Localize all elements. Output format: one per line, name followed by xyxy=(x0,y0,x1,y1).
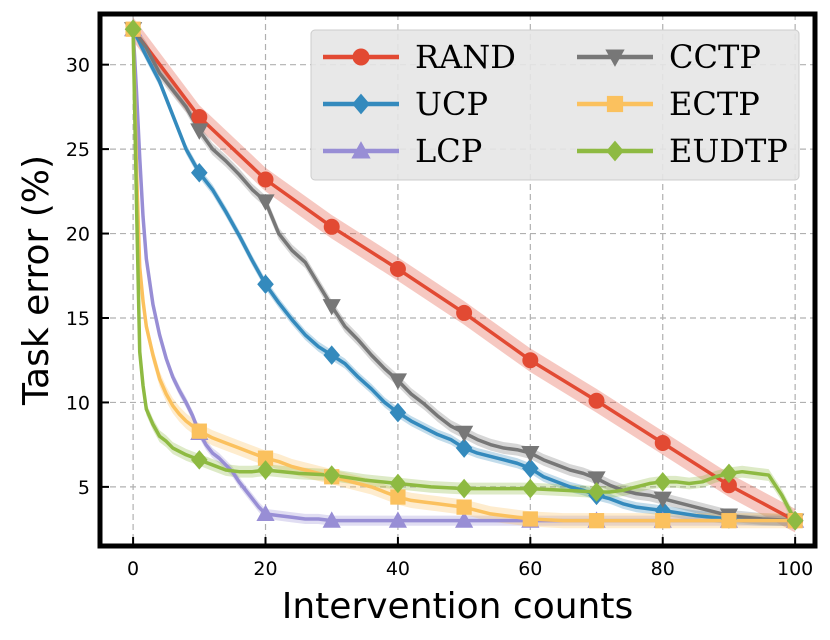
line-cctp xyxy=(131,27,797,523)
legend-label-ectp: ECTP xyxy=(669,85,760,123)
marker-eudtp xyxy=(786,510,804,531)
legend-marker-ectp xyxy=(606,95,624,113)
marker-lcp xyxy=(455,511,474,528)
marker-ectp xyxy=(655,513,671,529)
marker-cctp xyxy=(653,491,672,508)
marker-eudtp xyxy=(323,465,341,485)
marker-ectp xyxy=(191,423,207,439)
marker-eudtp xyxy=(190,450,208,470)
marker-rand xyxy=(456,304,473,321)
marker-eudtp xyxy=(124,19,142,39)
series-markers xyxy=(124,19,805,531)
x-tick-label: 80 xyxy=(651,558,675,580)
marker-ectp xyxy=(456,499,472,515)
marker-rand xyxy=(389,261,406,278)
legend-marker-rand xyxy=(352,48,370,66)
marker-eudtp xyxy=(588,482,605,502)
marker-ectp xyxy=(588,513,605,529)
marker-ucp xyxy=(522,458,539,479)
marker-ucp xyxy=(323,345,341,365)
marker-cctp xyxy=(322,299,341,316)
marker-eudtp xyxy=(389,473,407,494)
marker-rand xyxy=(191,109,208,126)
x-tick-label: 0 xyxy=(127,558,139,580)
marker-ucp xyxy=(190,162,208,183)
marker-rand xyxy=(323,218,340,235)
marker-lcp xyxy=(256,504,275,522)
plot-frame xyxy=(97,11,818,549)
legend-label-cctp: CCTP xyxy=(669,38,761,76)
marker-ectp xyxy=(721,513,737,529)
marker-ucp xyxy=(257,274,274,294)
y-axis-title: Task error (%) xyxy=(16,155,57,406)
legend-label-rand: RAND xyxy=(415,38,516,76)
marker-eudtp xyxy=(522,478,539,499)
marker-lcp xyxy=(388,511,408,528)
marker-lcp xyxy=(322,511,341,528)
marker-rand xyxy=(654,434,671,451)
marker-ectp xyxy=(522,511,538,527)
x-tick-label: 60 xyxy=(518,558,542,580)
marker-eudtp xyxy=(257,460,274,480)
line-lcp xyxy=(131,27,797,523)
marker-cctp xyxy=(190,123,209,140)
x-tick-label: 20 xyxy=(253,558,277,580)
x-axis-title: Intervention counts xyxy=(282,586,634,627)
y-tick-label: 20 xyxy=(66,224,90,246)
marker-cctp xyxy=(256,194,275,211)
marker-rand xyxy=(588,392,605,409)
marker-cctp xyxy=(521,446,540,463)
marker-rand xyxy=(522,352,539,369)
legend: RAND UCP LCP CCTP ECTP EUDTP xyxy=(310,29,800,181)
axes: 0 20 40 60 80 100 5 10 15 20 25 30 xyxy=(66,11,818,580)
marker-ucp xyxy=(389,402,407,423)
marker-cctp xyxy=(388,373,408,390)
marker-eudtp xyxy=(654,472,672,492)
legend-label-eudtp: EUDTP xyxy=(669,132,788,170)
legend-marker-eudtp xyxy=(606,140,624,162)
legend-label-ucp: UCP xyxy=(415,85,488,123)
legend-marker-lcp xyxy=(351,141,371,159)
x-tick-label: 100 xyxy=(777,558,813,580)
y-tick-label: 10 xyxy=(66,392,90,414)
legend-label-lcp: LCP xyxy=(415,132,482,170)
x-tick-label: 40 xyxy=(386,558,410,580)
legend-marker-ucp xyxy=(352,93,370,115)
line-ucp xyxy=(131,27,797,523)
legend-box xyxy=(310,29,800,181)
marker-eudtp xyxy=(720,463,738,484)
legend-marker-cctp xyxy=(605,49,625,67)
marker-eudtp xyxy=(455,478,473,499)
marker-cctp xyxy=(587,471,606,488)
y-tick-label: 30 xyxy=(66,55,90,77)
marker-ucp xyxy=(455,438,473,458)
marker-cctp xyxy=(455,425,474,443)
y-tick-label: 25 xyxy=(66,139,90,161)
marker-rand xyxy=(257,171,274,188)
line-eudtp xyxy=(131,27,797,523)
y-tick-label: 15 xyxy=(66,308,90,330)
y-tick-label: 5 xyxy=(78,477,90,499)
